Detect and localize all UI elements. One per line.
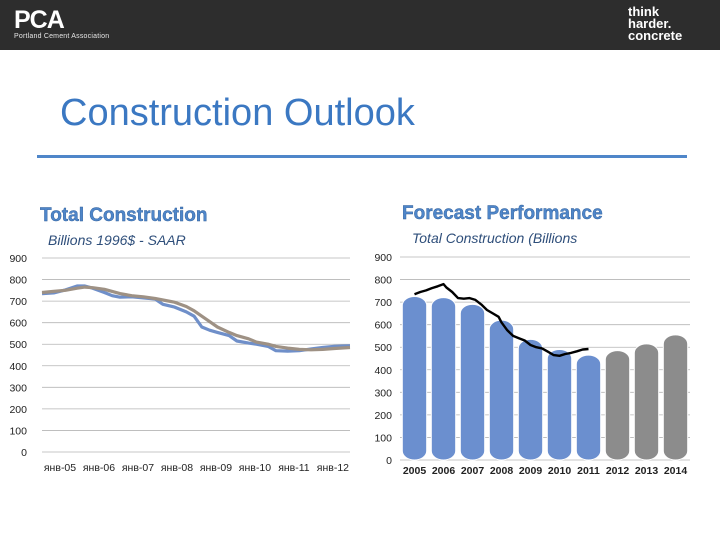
left-chart-title: Total Construction [40, 205, 208, 226]
left-x-tick-label: янв-10 [239, 462, 271, 474]
left-x-tick-label: янв-08 [161, 462, 193, 474]
right-x-tick-label: 2012 [606, 465, 630, 477]
left-x-tick-label: янв-07 [122, 462, 154, 474]
right-x-tick-label: 2009 [519, 465, 543, 477]
bar-2009 [517, 338, 544, 461]
left-y-tick-label: 700 [9, 296, 27, 308]
right-x-tick-label: 2005 [403, 465, 427, 477]
right-y-tick-label: 700 [374, 297, 392, 309]
pca-logo: PCA [14, 6, 65, 34]
bar-2014 [662, 334, 689, 461]
left-x-tick-label: янв-05 [44, 462, 76, 474]
right-x-tick-label: 2007 [461, 465, 485, 477]
left-x-tick-label: янв-11 [278, 462, 310, 474]
logo-line-2: harder. [628, 16, 672, 31]
left-y-tick-label: 600 [9, 318, 27, 330]
right-y-tick-label: 600 [374, 320, 392, 332]
left-series-line-1 [41, 284, 351, 353]
left-x-tick-label: янв-09 [200, 462, 232, 474]
left-y-tick-label: 200 [9, 404, 27, 416]
left-x-tick-label: янв-06 [83, 462, 115, 474]
right-y-tick-label: 400 [374, 365, 392, 377]
logo-line-1: think [628, 4, 660, 19]
left-y-tick-label: 900 [9, 253, 27, 265]
right-y-tick-label: 200 [374, 410, 392, 422]
bar-2010 [546, 348, 573, 461]
right-y-tick-label: 800 [374, 275, 392, 287]
left-x-tick-label: янв-12 [317, 462, 349, 474]
left-chart-subtitle: Billions 1996$ - SAAR [48, 232, 186, 248]
left-y-tick-label: 800 [9, 275, 27, 287]
bar-2013 [633, 343, 660, 461]
left-y-tick-label: 500 [9, 339, 27, 351]
right-x-tick-label: 2008 [490, 465, 514, 477]
right-actual-line [414, 282, 589, 357]
right-x-tick-label: 2006 [432, 465, 456, 477]
title-divider [37, 155, 687, 158]
right-x-tick-label: 2010 [548, 465, 572, 477]
bar-2008 [488, 319, 515, 461]
right-y-tick-label: 900 [374, 252, 392, 264]
left-y-tick-label: 100 [9, 425, 27, 437]
left-y-tick-label: 300 [9, 382, 27, 394]
top-bar: PCA Portland Cement Association think ha… [0, 0, 720, 50]
bar-2005 [401, 295, 428, 461]
bar-2012 [604, 350, 631, 461]
pca-logo-subtitle: Portland Cement Association [14, 33, 110, 40]
right-chart-title: Forecast Performance [402, 203, 603, 224]
bar-2011 [575, 354, 602, 461]
right-y-tick-label: 0 [386, 455, 392, 467]
right-y-tick-label: 100 [374, 432, 392, 444]
right-x-tick-label: 2013 [635, 465, 659, 477]
left-y-tick-label: 400 [9, 361, 27, 373]
bar-2006 [430, 297, 457, 461]
left-series-line-2 [41, 285, 351, 352]
right-x-tick-label: 2014 [664, 465, 688, 477]
slide-title: Construction Outlook [60, 92, 415, 134]
right-y-tick-label: 300 [374, 387, 392, 399]
right-y-tick-label: 500 [374, 342, 392, 354]
logo-line-3: concrete [628, 28, 683, 43]
bar-2007 [459, 303, 486, 461]
left-y-tick-label: 0 [21, 447, 27, 459]
right-chart-subtitle: Total Construction (Billions [412, 230, 578, 246]
right-x-tick-label: 2011 [577, 465, 600, 477]
think-harder-concrete-logo: think harder. concrete [628, 4, 708, 43]
